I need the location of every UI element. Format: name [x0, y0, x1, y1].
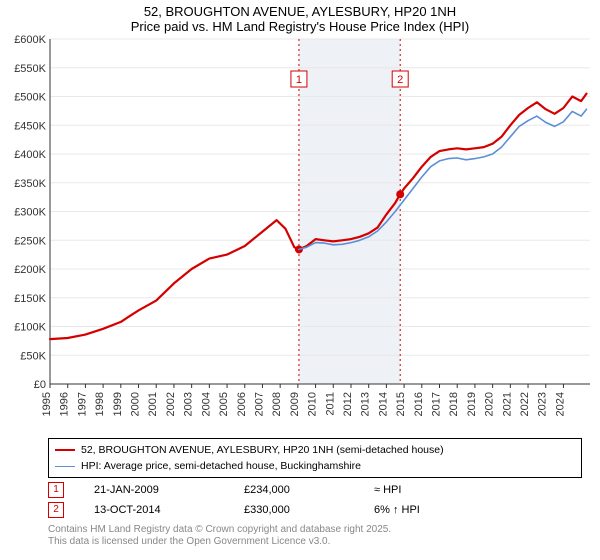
x-tick-label: 2004 [200, 392, 212, 416]
x-tick-label: 2012 [342, 392, 354, 416]
x-tick-label: 2015 [395, 392, 407, 416]
y-tick-label: £100K [14, 322, 46, 334]
transaction-price: £234,000 [244, 480, 344, 500]
x-tick-label: 2013 [360, 392, 372, 416]
x-tick-label: 2018 [448, 392, 460, 416]
attribution-line2: This data is licensed under the Open Gov… [48, 536, 590, 548]
transaction-note: 6% ↑ HPI [374, 500, 494, 520]
y-tick-label: £150K [14, 293, 46, 305]
transaction-table: 1 21-JAN-2009 £234,000 ≈ HPI 2 13-OCT-2014 £33… [48, 480, 568, 520]
x-tick-label: 2010 [307, 392, 319, 416]
x-tick-label: 2003 [183, 392, 195, 416]
chart-title-line2: Price paid vs. HM Land Registry's House … [0, 19, 600, 34]
x-tick-label: 2019 [466, 392, 478, 416]
attribution: Contains HM Land Registry data © Crown c… [48, 524, 590, 548]
legend: 52, BROUGHTON AVENUE, AYLESBURY, HP20 1N… [48, 438, 582, 478]
legend-label: 52, BROUGHTON AVENUE, AYLESBURY, HP20 1N… [81, 442, 444, 458]
x-tick-label: 2024 [554, 392, 566, 416]
y-tick-label: £50K [20, 350, 46, 362]
legend-item: 52, BROUGHTON AVENUE, AYLESBURY, HP20 1N… [55, 442, 575, 458]
y-tick-label: £0 [34, 379, 46, 391]
transaction-marker-number: 1 [48, 482, 64, 498]
y-tick-label: £600K [14, 34, 46, 46]
y-tick-label: £350K [14, 178, 46, 190]
legend-swatch [55, 449, 75, 451]
x-tick-label: 1996 [59, 392, 71, 416]
x-tick-label: 2002 [165, 392, 177, 416]
x-tick-label: 2016 [413, 392, 425, 416]
transaction-row: 2 13-OCT-2014 £330,000 6% ↑ HPI [48, 500, 568, 520]
transaction-date: 13-OCT-2014 [94, 500, 214, 520]
x-tick-label: 1995 [41, 392, 53, 416]
chart-title-block: 52, BROUGHTON AVENUE, AYLESBURY, HP20 1N… [0, 0, 600, 34]
marker-number: 2 [397, 74, 403, 86]
chart-title-line1: 52, BROUGHTON AVENUE, AYLESBURY, HP20 1N… [0, 4, 600, 19]
x-tick-label: 2009 [289, 392, 301, 416]
legend-swatch [55, 466, 75, 467]
x-tick-label: 2008 [271, 392, 283, 416]
legend-label: HPI: Average price, semi-detached house,… [81, 458, 361, 474]
transaction-price: £330,000 [244, 500, 344, 520]
y-tick-label: £400K [14, 149, 46, 161]
x-tick-label: 2014 [377, 392, 389, 416]
y-tick-label: £200K [14, 264, 46, 276]
line-chart: £0 £50K £100K £150K £200K £250K £300K £350K £400… [5, 34, 595, 434]
transaction-row: 1 21-JAN-2009 £234,000 ≈ HPI [48, 480, 568, 500]
x-tick-label: 2020 [484, 392, 496, 416]
x-tick-label: 2005 [218, 392, 230, 416]
transaction-note: ≈ HPI [374, 480, 494, 500]
x-tick-label: 2006 [236, 392, 248, 416]
x-tick-label: 2021 [501, 392, 513, 416]
y-tick-label: £450K [14, 120, 46, 132]
transaction-marker-number: 2 [48, 502, 64, 518]
x-tick-label: 2001 [147, 392, 159, 416]
x-tick-label: 2022 [519, 392, 531, 416]
y-tick-label: £550K [14, 63, 46, 75]
x-tick-label: 2011 [324, 392, 336, 416]
legend-item: HPI: Average price, semi-detached house,… [55, 458, 575, 474]
x-tick-label: 2017 [431, 392, 443, 416]
y-tick-label: £250K [14, 235, 46, 247]
x-tick-label: 1997 [76, 392, 88, 416]
transaction-date: 21-JAN-2009 [94, 480, 214, 500]
x-tick-label: 2007 [253, 392, 265, 416]
x-tick-label: 2000 [130, 392, 142, 416]
x-tick-label: 1998 [94, 392, 106, 416]
x-tick-label: 1999 [112, 392, 124, 416]
attribution-line1: Contains HM Land Registry data © Crown c… [48, 524, 590, 536]
chart-area: £0 £50K £100K £150K £200K £250K £300K £350K £400… [5, 34, 595, 434]
y-tick-label: £500K [14, 92, 46, 104]
y-tick-label: £300K [14, 207, 46, 219]
x-tick-label: 2023 [537, 392, 549, 416]
marker-number: 1 [296, 74, 302, 86]
